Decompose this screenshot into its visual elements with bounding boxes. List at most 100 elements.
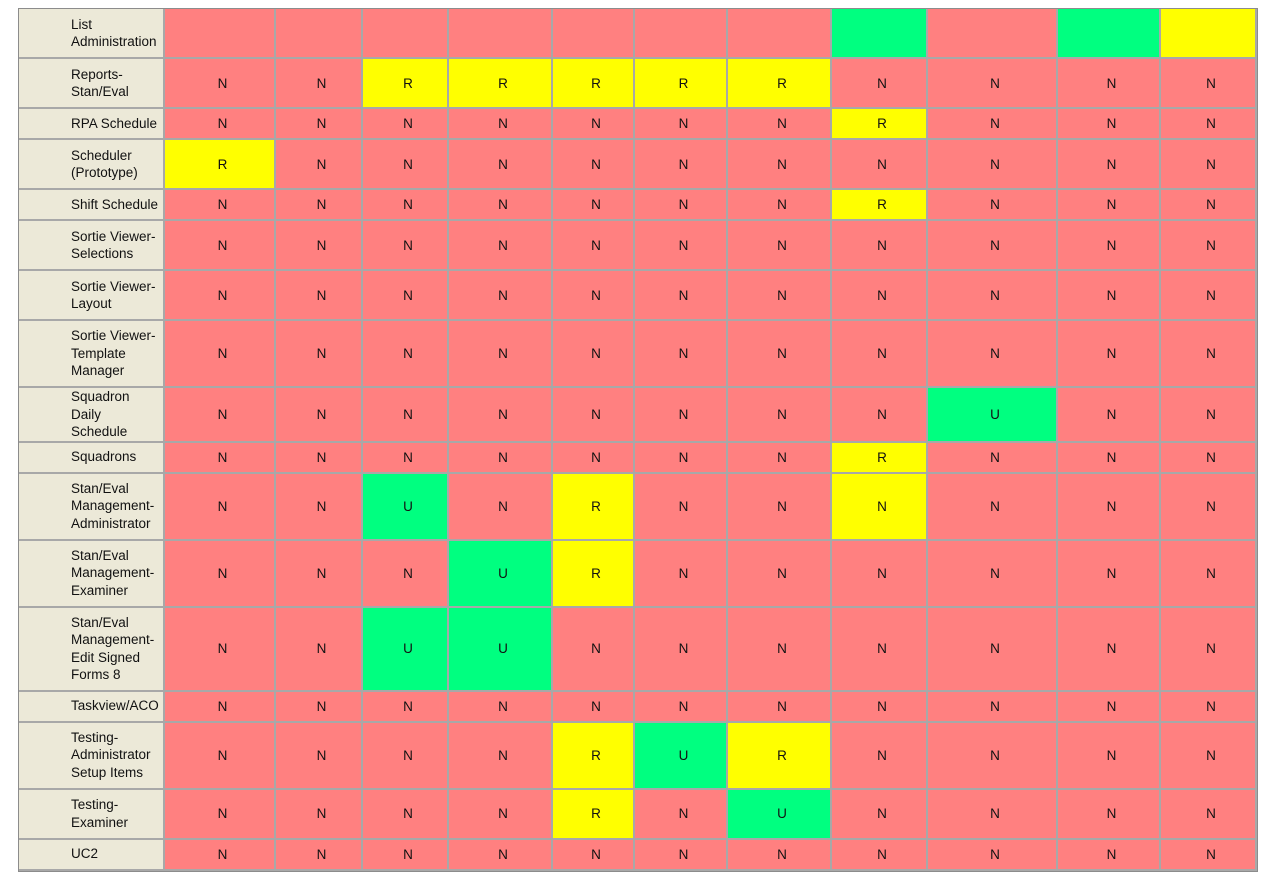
- permission-cell: N: [276, 607, 363, 692]
- permission-cell: R: [728, 722, 832, 790]
- permission-cell: N: [276, 442, 363, 474]
- permission-cell: N: [1161, 839, 1257, 871]
- permission-cell: R: [553, 540, 635, 608]
- row-label: Squadron Daily Schedule: [19, 388, 165, 443]
- permission-cell: N: [832, 321, 928, 388]
- permission-cell: N: [1058, 271, 1161, 321]
- permission-cell: R: [635, 59, 728, 109]
- permission-cell: N: [553, 607, 635, 692]
- permission-cell: N: [363, 789, 449, 840]
- permission-cell: N: [449, 271, 553, 321]
- permission-cell: [449, 9, 553, 59]
- permission-cell: N: [553, 140, 635, 190]
- permission-cell: N: [1058, 109, 1161, 140]
- permission-cell: [553, 9, 635, 59]
- permission-cell: N: [928, 271, 1058, 321]
- permission-cell: N: [1058, 221, 1161, 271]
- permission-cell: N: [728, 540, 832, 608]
- permission-cell: N: [1058, 607, 1161, 692]
- permission-cell: N: [276, 473, 363, 541]
- permission-cell: N: [276, 59, 363, 109]
- permission-cell: N: [449, 190, 553, 221]
- permission-cell: N: [1161, 691, 1257, 723]
- permission-cell: N: [635, 789, 728, 840]
- permission-cell: N: [728, 607, 832, 692]
- permission-cell: N: [165, 789, 276, 840]
- permission-cell: N: [928, 190, 1058, 221]
- permission-cell: N: [1058, 839, 1161, 871]
- permission-cell: N: [728, 442, 832, 474]
- table-row: Reports- Stan/Eval N N R R R R R N N N N: [19, 59, 1257, 109]
- permission-cell: N: [276, 839, 363, 871]
- permission-cell: R: [728, 59, 832, 109]
- permission-cell: N: [165, 607, 276, 692]
- row-label: Stan/Eval Management- Examiner: [19, 540, 165, 608]
- permission-cell: N: [728, 839, 832, 871]
- permission-cell: [928, 9, 1058, 59]
- row-label: Stan/Eval Management- Administrator: [19, 473, 165, 541]
- permission-cell: R: [832, 190, 928, 221]
- row-label: Sortie Viewer- Layout: [19, 271, 165, 321]
- permission-cell: N: [928, 109, 1058, 140]
- permission-cell: N: [165, 691, 276, 723]
- permission-cell: N: [1161, 442, 1257, 474]
- permission-cell: R: [832, 442, 928, 474]
- permission-cell: N: [276, 190, 363, 221]
- permission-cell: N: [1058, 190, 1161, 221]
- permission-cell: U: [363, 473, 449, 541]
- permission-cell: [728, 9, 832, 59]
- permission-cell: N: [928, 473, 1058, 541]
- permission-cell: N: [635, 271, 728, 321]
- permission-cell: N: [928, 140, 1058, 190]
- permission-cell: N: [832, 789, 928, 840]
- permission-matrix-table: List Administration Reports- Stan/Eval N N R R R…: [18, 8, 1258, 872]
- table-row: Squadrons N N N N N N N R N N N: [19, 442, 1257, 474]
- permission-cell: N: [1058, 473, 1161, 541]
- permission-cell: N: [276, 540, 363, 608]
- permission-cell: N: [928, 789, 1058, 840]
- table-row: Sortie Viewer- Selections N N N N N N N N N N N: [19, 221, 1257, 271]
- permission-cell: N: [1058, 321, 1161, 388]
- permission-cell: R: [832, 109, 928, 140]
- table-row: Scheduler (Prototype) R N N N N N N N N N N: [19, 140, 1257, 190]
- permission-cell: N: [1058, 540, 1161, 608]
- permission-cell: N: [553, 109, 635, 140]
- permission-cell: N: [635, 140, 728, 190]
- table-row: Shift Schedule N N N N N N N R N N N: [19, 190, 1257, 221]
- permission-cell: N: [165, 388, 276, 443]
- permission-cell: N: [928, 540, 1058, 608]
- row-label: Testing- Administrator Setup Items: [19, 722, 165, 790]
- permission-cell: N: [728, 221, 832, 271]
- permission-cell: N: [449, 388, 553, 443]
- permission-cell: N: [553, 839, 635, 871]
- permission-cell: N: [832, 607, 928, 692]
- permission-cell: N: [165, 271, 276, 321]
- table-row: RPA Schedule N N N N N N N R N N N: [19, 109, 1257, 140]
- permission-cell: N: [928, 691, 1058, 723]
- permission-cell: N: [1161, 109, 1257, 140]
- permission-cell: N: [1161, 140, 1257, 190]
- permission-cell: N: [728, 388, 832, 443]
- permission-cell: N: [276, 691, 363, 723]
- permission-cell: N: [449, 140, 553, 190]
- permission-cell: N: [276, 321, 363, 388]
- permission-cell: [635, 9, 728, 59]
- row-label: UC2: [19, 839, 165, 871]
- permission-cell: N: [832, 473, 928, 541]
- permission-cell: N: [832, 722, 928, 790]
- permission-cell: N: [1161, 388, 1257, 443]
- row-label: List Administration: [19, 9, 165, 59]
- table-row: Squadron Daily Schedule N N N N N N N N U N N: [19, 388, 1257, 443]
- permission-cell: N: [363, 839, 449, 871]
- permission-cell: R: [449, 59, 553, 109]
- permission-cell: N: [1058, 388, 1161, 443]
- permission-cell: N: [449, 321, 553, 388]
- permission-cell: N: [832, 140, 928, 190]
- permission-cell: N: [728, 271, 832, 321]
- permission-cell: N: [832, 540, 928, 608]
- table-row: Sortie Viewer- Template Manager N N N N N N N N N N N: [19, 321, 1257, 388]
- permission-cell: N: [1058, 789, 1161, 840]
- permission-cell: N: [635, 221, 728, 271]
- permission-cell: N: [635, 607, 728, 692]
- permission-cell: [165, 9, 276, 59]
